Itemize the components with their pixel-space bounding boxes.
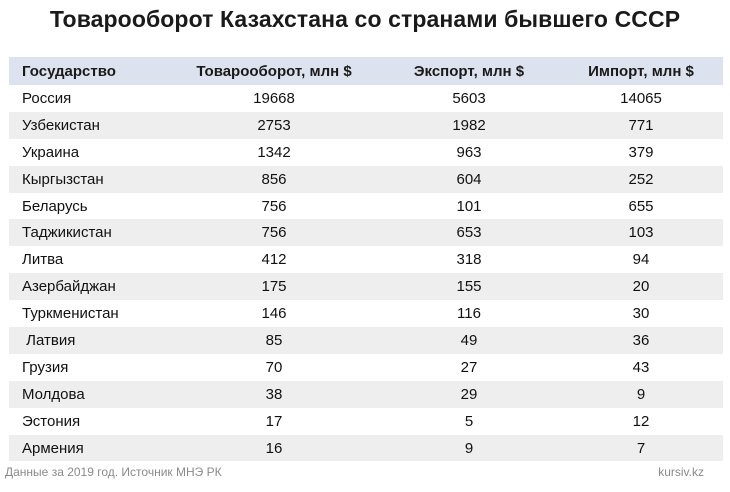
cell-export: 27 (460, 358, 478, 376)
cell-export: 101 (456, 197, 482, 215)
cell-turnover: 2753 (257, 116, 291, 134)
table-row: Украина 1342 963 379 (9, 139, 723, 166)
table-row: Эстония 17 5 12 (9, 408, 723, 435)
table-row: Беларусь 756 101 655 (9, 193, 723, 220)
table-row: Узбекистан 2753 1982 771 (9, 111, 723, 139)
cell-turnover: 146 (261, 305, 287, 323)
cell-export: 5 (464, 412, 474, 430)
cell-import: 12 (632, 412, 650, 430)
cell-turnover: 756 (261, 197, 287, 215)
cell-country: Туркменистан (22, 305, 119, 323)
cell-export: 1982 (452, 116, 486, 134)
table-row: Латвия 85 49 36 (9, 327, 723, 354)
cell-country: Литва (22, 251, 64, 269)
site-credit: kursiv.kz (658, 465, 704, 479)
cell-country: Россия (22, 89, 72, 107)
cell-export: 604 (456, 170, 482, 188)
cell-turnover: 19668 (253, 89, 295, 107)
table-row: Азербайджан 175 155 20 (9, 273, 723, 301)
cell-import: 9 (636, 385, 646, 403)
cell-export: 29 (460, 385, 478, 403)
cell-export: 653 (456, 224, 482, 242)
header-country: Государство (22, 62, 116, 80)
cell-country: Латвия (22, 331, 76, 349)
cell-import: 7 (636, 439, 646, 457)
cell-country: Таджикистан (22, 224, 112, 242)
cell-turnover: 412 (261, 251, 287, 269)
cell-import: 655 (628, 197, 654, 215)
cell-country: Азербайджан (22, 278, 116, 296)
cell-turnover: 756 (261, 224, 287, 242)
table-row: Литва 412 318 94 (9, 246, 723, 273)
cell-turnover: 85 (265, 331, 283, 349)
header-turnover: Товарооборот, млн $ (196, 62, 352, 80)
cell-import: 103 (628, 224, 654, 242)
cell-country: Грузия (22, 358, 69, 376)
cell-turnover: 38 (265, 385, 283, 403)
cell-export: 963 (456, 143, 482, 161)
header-import: Импорт, млн $ (588, 62, 694, 80)
cell-export: 155 (456, 278, 482, 296)
page-title: Товарооборот Казахстана со странами бывш… (49, 6, 681, 32)
table-row: Кыргызстан 856 604 252 (9, 165, 723, 193)
cell-import: 94 (632, 251, 650, 269)
table-row: Армения 16 9 7 (9, 434, 723, 462)
cell-export: 318 (456, 251, 482, 269)
cell-country: Молдова (22, 385, 85, 403)
header-export: Экспорт, млн $ (413, 62, 525, 80)
cell-turnover: 70 (265, 358, 283, 376)
trade-table: Государство Товарооборот, млн $ Экспорт,… (9, 57, 723, 462)
table-row: Туркменистан 146 116 30 (9, 300, 723, 327)
cell-import: 771 (628, 116, 654, 134)
cell-export: 116 (457, 305, 481, 323)
cell-import: 14065 (620, 89, 662, 107)
cell-country: Беларусь (22, 197, 88, 215)
cell-country: Армения (22, 439, 84, 457)
cell-import: 252 (628, 170, 654, 188)
table-row: Молдова 38 29 9 (9, 380, 723, 408)
cell-import: 30 (632, 305, 650, 323)
cell-country: Украина (22, 143, 80, 161)
cell-import: 43 (632, 358, 650, 376)
cell-turnover: 1342 (257, 143, 291, 161)
cell-country: Узбекистан (22, 116, 100, 134)
table-row: Таджикистан 756 653 103 (9, 219, 723, 247)
cell-export: 9 (464, 439, 474, 457)
table-row: Грузия 70 27 43 (9, 354, 723, 381)
cell-turnover: 17 (265, 412, 283, 430)
cell-import: 36 (632, 331, 650, 349)
cell-country: Кыргызстан (22, 170, 104, 188)
cell-import: 20 (632, 278, 650, 296)
table-row: Россия 19668 5603 14065 (9, 85, 723, 112)
cell-import: 379 (628, 143, 654, 161)
cell-export: 5603 (452, 89, 486, 107)
cell-country: Эстония (22, 412, 81, 430)
source-note: Данные за 2019 год. Источник МНЭ РК (5, 465, 222, 479)
cell-turnover: 856 (261, 170, 287, 188)
cell-turnover: 16 (265, 439, 283, 457)
cell-export: 49 (460, 331, 478, 349)
cell-turnover: 175 (261, 278, 287, 296)
table-header-row: Государство Товарооборот, млн $ Экспорт,… (9, 57, 723, 85)
